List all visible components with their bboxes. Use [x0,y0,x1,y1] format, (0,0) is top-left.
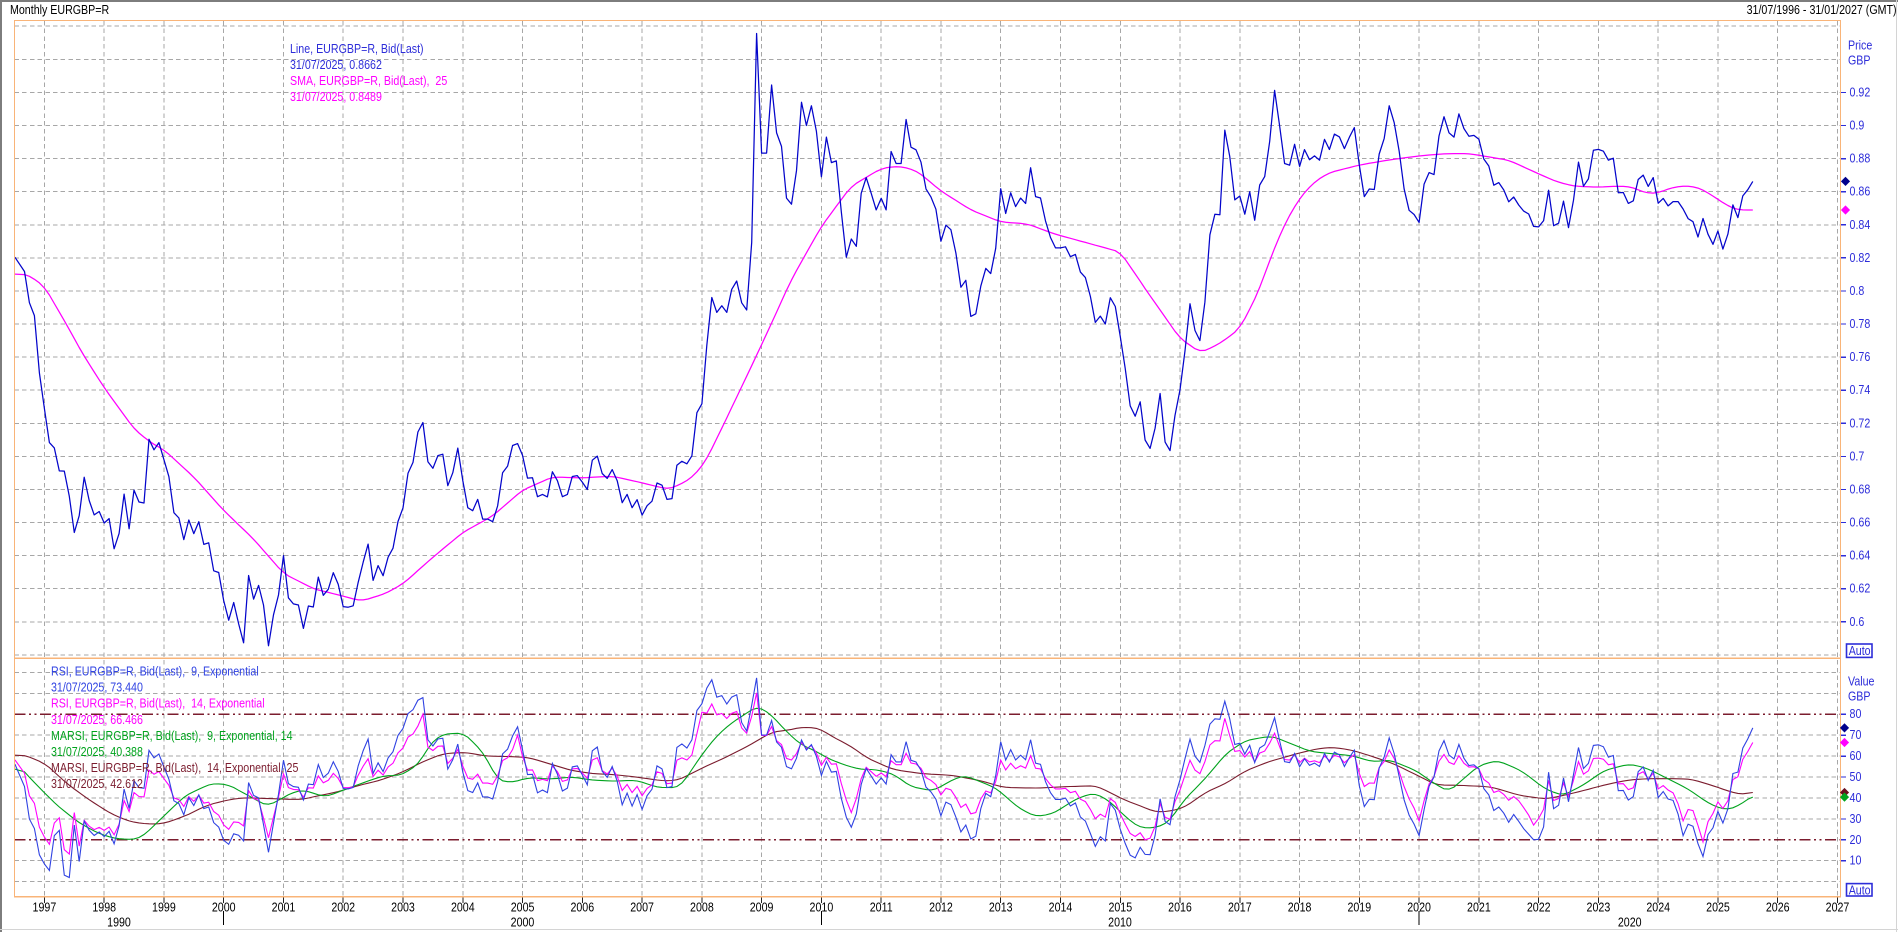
svg-text:2005: 2005 [511,900,535,915]
svg-text:SMA, EURGBP=R, Bid(Last), 25: SMA, EURGBP=R, Bid(Last), 25 [290,73,447,88]
svg-text:2000: 2000 [212,900,236,915]
svg-text:2003: 2003 [391,900,415,915]
svg-text:0.72: 0.72 [1850,415,1871,430]
svg-text:2020: 2020 [1407,900,1431,915]
svg-text:40: 40 [1850,790,1862,805]
svg-text:RSI, EURGBP=R, Bid(Last), 14,: RSI, EURGBP=R, Bid(Last), 14, Exponentia… [51,696,265,711]
svg-text:MARSI, EURGBP=R, Bid(Last), 9: MARSI, EURGBP=R, Bid(Last), 9, Exponenti… [51,728,293,743]
svg-text:2006: 2006 [570,900,594,915]
svg-text:GBP: GBP [1848,53,1871,68]
svg-text:31/07/2025, 42.612: 31/07/2025, 42.612 [51,776,143,791]
svg-text:0.86: 0.86 [1850,184,1871,199]
svg-text:0.84: 0.84 [1850,217,1871,232]
svg-text:2011: 2011 [870,900,893,915]
svg-text:1990: 1990 [107,915,131,930]
svg-text:0.92: 0.92 [1850,84,1871,99]
svg-text:2018: 2018 [1288,900,1312,915]
svg-text:31/07/2025, 40.388: 31/07/2025, 40.388 [51,744,143,759]
svg-text:0.78: 0.78 [1850,316,1871,331]
svg-text:Price: Price [1848,38,1872,53]
svg-text:0.62: 0.62 [1850,581,1871,596]
svg-text:2016: 2016 [1168,900,1192,915]
svg-text:2012: 2012 [929,900,953,915]
svg-text:2027: 2027 [1826,900,1850,915]
svg-text:0.76: 0.76 [1850,349,1871,364]
svg-text:2008: 2008 [690,900,714,915]
svg-text:Monthly EURGBP=R: Monthly EURGBP=R [10,2,109,17]
svg-text:Value: Value [1848,674,1875,689]
svg-text:0.64: 0.64 [1850,548,1871,563]
svg-text:0.82: 0.82 [1850,250,1871,265]
svg-text:0.88: 0.88 [1850,151,1871,166]
svg-text:2015: 2015 [1108,900,1132,915]
svg-text:50: 50 [1850,769,1862,784]
svg-text:80: 80 [1850,706,1862,721]
svg-text:2026: 2026 [1766,900,1790,915]
svg-text:2019: 2019 [1347,900,1371,915]
svg-text:2007: 2007 [630,900,654,915]
svg-text:Line, EURGBP=R, Bid(Last): Line, EURGBP=R, Bid(Last) [290,41,424,56]
svg-text:0.66: 0.66 [1850,515,1871,530]
svg-text:RSI, EURGBP=R, Bid(Last), 9,: RSI, EURGBP=R, Bid(Last), 9, Exponential [51,664,259,679]
svg-text:31/07/1996 - 31/01/2027 (GMT): 31/07/1996 - 31/01/2027 (GMT) [1747,2,1897,17]
svg-text:2020: 2020 [1618,915,1642,930]
svg-text:2000: 2000 [511,915,535,930]
svg-text:0.9: 0.9 [1850,118,1865,133]
svg-text:0.68: 0.68 [1850,482,1871,497]
svg-text:31/07/2025, 0.8489: 31/07/2025, 0.8489 [290,89,382,104]
svg-text:70: 70 [1850,727,1862,742]
svg-text:30: 30 [1850,811,1862,826]
svg-text:60: 60 [1850,748,1862,763]
svg-text:2024: 2024 [1646,900,1670,915]
svg-text:Auto: Auto [1849,643,1871,658]
svg-text:2009: 2009 [750,900,774,915]
svg-text:Auto: Auto [1849,883,1871,898]
svg-text:31/07/2025, 73.440: 31/07/2025, 73.440 [51,680,143,695]
svg-text:1997: 1997 [33,900,57,915]
svg-text:0.6: 0.6 [1850,614,1865,629]
svg-text:2021: 2021 [1467,900,1491,915]
svg-text:2023: 2023 [1587,900,1611,915]
svg-text:1998: 1998 [92,900,116,915]
svg-text:0.74: 0.74 [1850,382,1871,397]
svg-text:2017: 2017 [1228,900,1252,915]
svg-text:31/07/2025, 66.466: 31/07/2025, 66.466 [51,712,143,727]
svg-text:2013: 2013 [989,900,1013,915]
svg-text:2010: 2010 [1108,915,1132,930]
svg-text:GBP: GBP [1848,689,1871,704]
svg-text:0.7: 0.7 [1850,448,1865,463]
svg-text:31/07/2025, 0.8662: 31/07/2025, 0.8662 [290,57,382,72]
svg-text:2004: 2004 [451,900,475,915]
svg-text:MARSI, EURGBP=R, Bid(Last), 1: MARSI, EURGBP=R, Bid(Last), 14, Exponent… [51,760,298,775]
svg-text:2010: 2010 [810,900,834,915]
svg-text:2022: 2022 [1527,900,1551,915]
svg-text:1999: 1999 [152,900,176,915]
svg-text:2002: 2002 [331,900,355,915]
svg-text:2025: 2025 [1706,900,1730,915]
svg-text:0.8: 0.8 [1850,283,1865,298]
svg-text:10: 10 [1850,853,1862,868]
svg-text:2014: 2014 [1049,900,1073,915]
svg-text:2001: 2001 [272,900,296,915]
svg-text:20: 20 [1850,832,1862,847]
